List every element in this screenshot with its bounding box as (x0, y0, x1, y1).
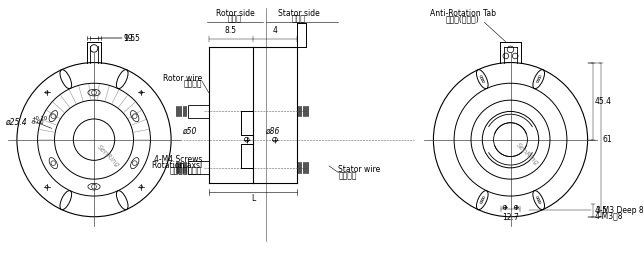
Text: 4: 4 (272, 26, 278, 35)
Bar (188, 161, 209, 174)
Text: 4-M3深8: 4-M3深8 (595, 211, 623, 220)
Text: 4-M4 Screws: 4-M4 Screws (154, 155, 202, 164)
Text: 4-M3 Deep 8: 4-M3 Deep 8 (595, 206, 644, 215)
Text: ø86: ø86 (265, 127, 279, 136)
Text: +0.20: +0.20 (31, 116, 47, 121)
Text: SenRing: SenRing (515, 141, 540, 166)
Text: 转子螺钉固定孔: 转子螺钉固定孔 (170, 166, 202, 175)
Text: 12.7: 12.7 (502, 213, 519, 222)
Text: Stator wire: Stator wire (339, 165, 381, 174)
Text: 转子出线: 转子出线 (184, 80, 202, 89)
Text: ø50: ø50 (182, 127, 196, 136)
Text: Rotation axsl: Rotation axsl (152, 161, 202, 170)
Text: 定子出线: 定子出线 (339, 171, 357, 180)
Text: ø25.4: ø25.4 (5, 118, 26, 127)
Text: Stator side: Stator side (278, 9, 320, 18)
Text: 3.5: 3.5 (595, 206, 607, 215)
Text: -0.00: -0.00 (31, 120, 44, 125)
Text: 19.5: 19.5 (123, 34, 140, 43)
Text: 止转片(可调节): 止转片(可调节) (446, 15, 479, 24)
Text: 61: 61 (603, 135, 612, 144)
Text: SenRing: SenRing (96, 144, 120, 169)
Text: L: L (251, 194, 255, 203)
Text: 8.5: 8.5 (225, 26, 237, 35)
Text: Rotor side: Rotor side (216, 9, 254, 18)
Text: Rotor wire: Rotor wire (163, 74, 202, 83)
Bar (188, 105, 209, 118)
Text: 转子边: 转子边 (228, 15, 242, 24)
Text: 9.5: 9.5 (123, 34, 135, 43)
Text: Anti-Rotation Tab: Anti-Rotation Tab (430, 9, 495, 18)
Text: 45.4: 45.4 (595, 96, 612, 106)
Text: 定子边: 定子边 (292, 15, 306, 24)
